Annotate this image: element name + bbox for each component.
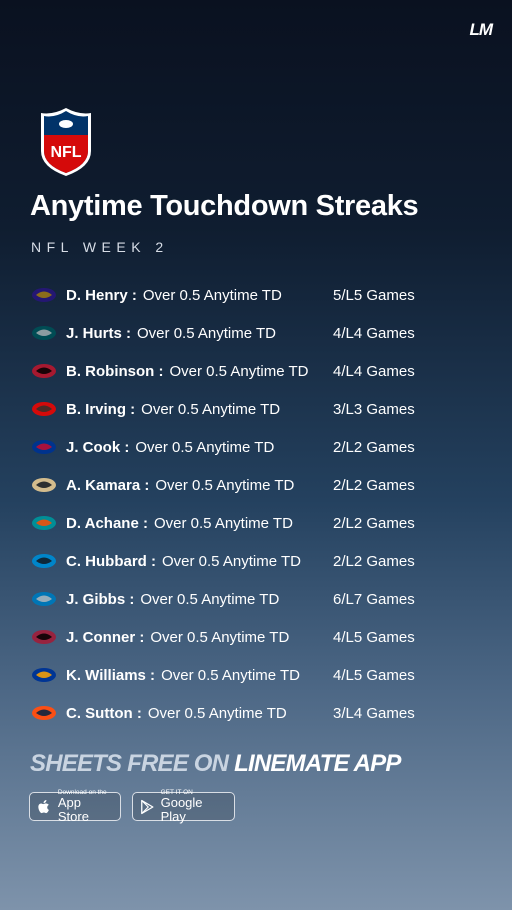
google-play-button[interactable]: GET IT ON Google Play	[132, 789, 235, 824]
streak: 2/L2 Games	[333, 476, 415, 494]
store-big-text: Google Play	[160, 795, 203, 824]
player-name: D. Henry :	[66, 286, 137, 304]
player-name: J. Hurts :	[66, 324, 132, 342]
prop: Over 0.5 Anytime TD	[161, 666, 301, 684]
team-icon-detail	[36, 329, 52, 336]
prop: Over 0.5 Anytime TD	[140, 590, 280, 608]
team-icon	[32, 516, 56, 530]
streak-row: K. Williams : Over 0.5 Anytime TD 4/L5 Gam…	[30, 663, 490, 687]
team-icon	[32, 706, 56, 720]
player-name: B. Irving :	[66, 400, 136, 418]
team-icon	[32, 402, 56, 416]
team-icon	[32, 364, 56, 378]
team-icon-detail	[36, 443, 52, 450]
team-icon	[32, 630, 56, 644]
team-icon	[32, 592, 56, 606]
player-name: B. Robinson :	[66, 362, 164, 380]
player-name: K. Williams :	[66, 666, 156, 684]
team-icon-detail	[36, 367, 52, 374]
team-icon	[32, 554, 56, 568]
player-name: A. Kamara :	[66, 476, 150, 494]
prop: Over 0.5 Anytime TD	[147, 704, 287, 722]
prop: Over 0.5 Anytime TD	[135, 438, 275, 456]
play-icon	[141, 799, 154, 814]
team-icon-detail	[36, 595, 52, 602]
nfl-shield: NFL	[41, 108, 91, 176]
team-icon-detail	[36, 557, 52, 564]
streak-row: A. Kamara : Over 0.5 Anytime TD 2/L2 Games	[30, 473, 490, 497]
team-icon-detail	[36, 519, 52, 526]
team-icon-detail	[36, 405, 52, 412]
streak-row: J. Cook : Over 0.5 Anytime TD 2/L2 Games	[30, 435, 490, 459]
streak-row: B. Irving : Over 0.5 Anytime TD 3/L3 Games	[30, 397, 490, 421]
streak: 4/L5 Games	[333, 628, 415, 646]
store-small-text: GET IT ON	[160, 789, 193, 796]
team-icon-detail	[36, 481, 52, 488]
player-name: C. Hubbard :	[66, 552, 156, 570]
prop: Over 0.5 Anytime TD	[155, 476, 295, 494]
team-icon-detail	[36, 709, 52, 716]
streak: 3/L3 Games	[333, 400, 415, 418]
player-name: D. Achane :	[66, 514, 148, 532]
streak-row: D. Achane : Over 0.5 Anytime TD 2/L2 Games	[30, 511, 490, 535]
streak-row: D. Henry : Over 0.5 Anytime TD 5/L5 Games	[30, 283, 490, 307]
prop: Over 0.5 Anytime TD	[137, 324, 276, 342]
player-name: C. Sutton :	[66, 704, 142, 722]
prop: Over 0.5 Anytime TD	[141, 400, 281, 418]
apple-icon	[38, 799, 49, 813]
player-name: J. Conner :	[66, 628, 145, 646]
team-icon	[32, 326, 56, 340]
streak: 6/L7 Games	[333, 590, 415, 608]
team-icon	[32, 668, 56, 682]
streak-row: J. Gibbs : Over 0.5 Anytime TD 6/L7 Games	[30, 587, 490, 611]
team-icon	[32, 288, 56, 302]
app-store-button[interactable]: Download on the App Store	[29, 789, 121, 824]
store-small-text: Download on the	[57, 789, 107, 796]
streak-row: C. Hubbard : Over 0.5 Anytime TD 2/L2 Game…	[30, 549, 490, 573]
streak: 4/L5 Games	[333, 666, 415, 684]
subtitle: NFL WEEK 2	[31, 239, 169, 255]
team-icon-detail	[36, 633, 52, 640]
team-icon	[32, 478, 56, 492]
streak: 4/L4 Games	[333, 362, 415, 380]
streak: 2/L2 Games	[333, 514, 415, 532]
streak-row: B. Robinson : Over 0.5 Anytime TD 4/L4 Gam…	[30, 359, 490, 383]
team-icon	[32, 440, 56, 454]
prop: Over 0.5 Anytime TD	[162, 552, 301, 570]
prop: Over 0.5 Anytime TD	[153, 514, 293, 532]
player-name: J. Gibbs :	[66, 590, 135, 608]
team-icon-detail	[36, 671, 52, 678]
streak: 4/L4 Games	[333, 324, 415, 342]
store-big-text: App Store	[57, 795, 89, 824]
streak-row: J. Conner : Over 0.5 Anytime TD 4/L5 Games	[30, 625, 490, 649]
prop: Over 0.5 Anytime TD	[150, 628, 290, 646]
prop: Over 0.5 Anytime TD	[169, 362, 309, 380]
streak-row: J. Hurts : Over 0.5 Anytime TD 4/L4 Games	[30, 321, 490, 345]
streak: 3/L4 Games	[333, 704, 415, 722]
title: Anytime Touchdown Streaks	[30, 190, 419, 222]
prop: Over 0.5 Anytime TD	[142, 286, 282, 304]
brand-logo: LM	[469, 20, 493, 39]
player-name: J. Cook :	[66, 438, 130, 456]
cta-app: LINEMATE APP	[234, 750, 401, 777]
streak-row: C. Sutton : Over 0.5 Anytime TD 3/L4 Games	[30, 701, 490, 725]
nfl-logo-text: NFL	[50, 144, 81, 161]
streak: 2/L2 Games	[333, 552, 415, 570]
streak: 5/L5 Games	[333, 286, 415, 304]
cta: SHEETS FREE ON LINEMATE APP	[30, 750, 401, 778]
team-icon-detail	[36, 291, 52, 298]
streak: 2/L2 Games	[333, 438, 415, 456]
cta-lead: SHEETS FREE ON	[30, 750, 229, 777]
